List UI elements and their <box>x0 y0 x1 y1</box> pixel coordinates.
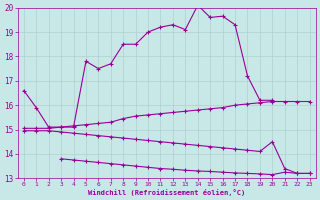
X-axis label: Windchill (Refroidissement éolien,°C): Windchill (Refroidissement éolien,°C) <box>88 189 245 196</box>
